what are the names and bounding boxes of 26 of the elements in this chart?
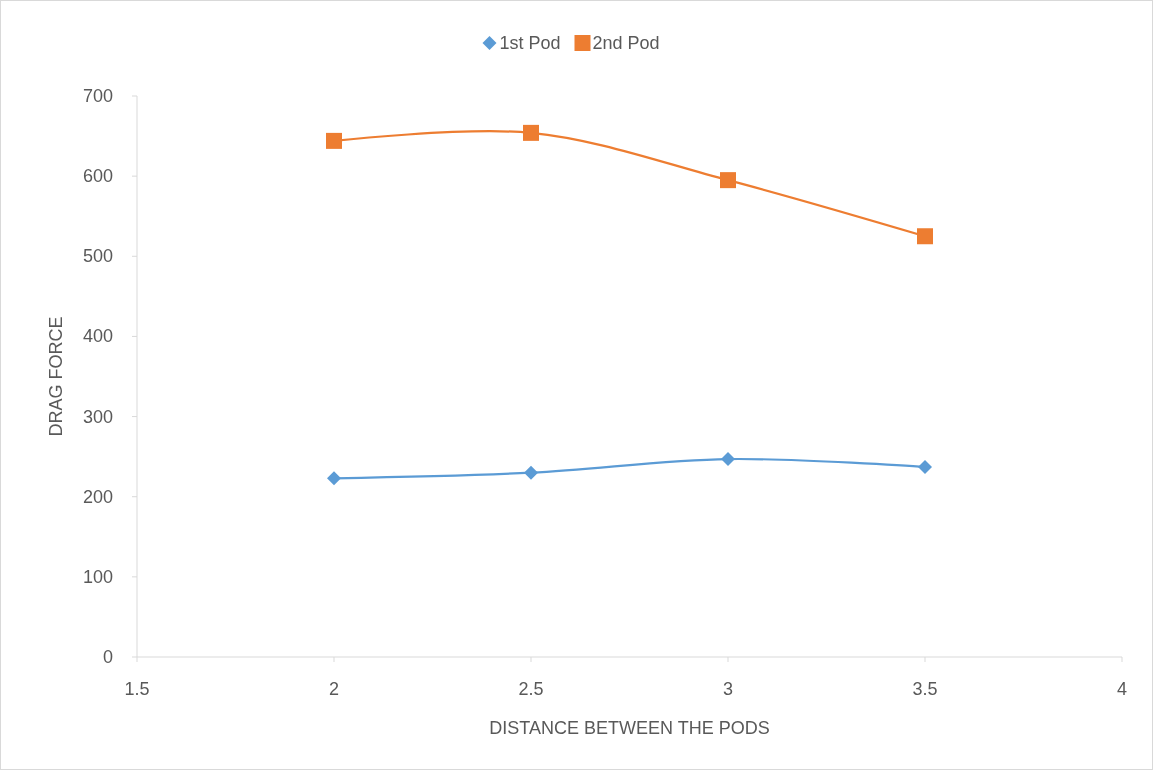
y-tick-label: 600 <box>82 166 113 187</box>
point <box>918 460 932 475</box>
point <box>720 172 736 189</box>
x-tick-label: 2.5 <box>518 679 544 699</box>
y-axis-title: DRAG FORCE <box>46 316 66 437</box>
x-tick-label: 3.5 <box>912 679 938 699</box>
x-tick-label: 2 <box>328 679 340 699</box>
x-tick-label: 1.5 <box>124 679 150 699</box>
x-tick-label: 3 <box>722 679 734 699</box>
y-tick-label: 500 <box>82 246 113 267</box>
point <box>524 465 538 480</box>
y-tick-label: 400 <box>82 326 113 347</box>
x-axis-title: DISTANCE BETWEEN THE PODS <box>489 718 770 738</box>
legend-label: 1st Pod <box>499 33 561 53</box>
y-tick-label: 0 <box>102 647 113 667</box>
point <box>326 132 342 149</box>
point <box>523 124 539 141</box>
y-tick-label: 300 <box>82 406 113 427</box>
x-tick-label: 4 <box>1116 679 1128 699</box>
y-tick-label: 700 <box>82 86 113 106</box>
point <box>327 471 341 486</box>
point <box>917 228 933 245</box>
legend-label: 2nd Pod <box>592 33 660 53</box>
y-tick-label: 200 <box>82 486 113 507</box>
point <box>721 452 735 467</box>
y-tick-label: 100 <box>82 566 113 587</box>
